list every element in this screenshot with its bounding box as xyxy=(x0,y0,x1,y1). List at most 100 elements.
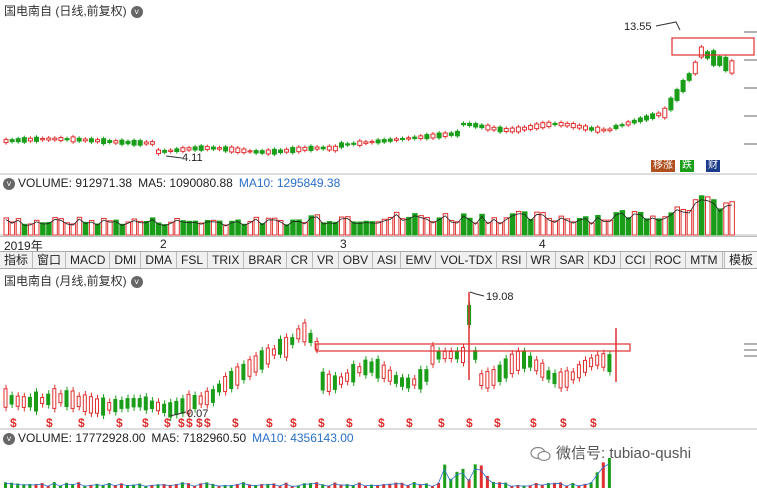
dividend-marker: $ xyxy=(78,416,85,430)
monthly-volume-bar xyxy=(193,485,197,488)
finance-marker[interactable]: 财 xyxy=(706,160,720,172)
indicator-tab-8[interactable]: CR xyxy=(287,252,314,268)
indicator-tab-5[interactable]: FSL xyxy=(177,252,209,268)
indicator-tab-0[interactable]: 指标 xyxy=(0,252,34,268)
daily-candle xyxy=(119,139,125,145)
daily-candle xyxy=(198,145,204,151)
daily-candlestick-chart[interactable] xyxy=(0,0,757,175)
monthly-volume-bar xyxy=(211,483,215,488)
daily-candle xyxy=(583,125,588,131)
indicator-tab-9[interactable]: VR xyxy=(313,252,339,268)
daily-candle xyxy=(631,119,637,124)
daily-candle xyxy=(168,149,174,153)
daily-candle xyxy=(308,145,314,151)
monthly-candle xyxy=(332,375,337,390)
dividend-marker: $ xyxy=(164,416,171,430)
daily-volume-bar xyxy=(412,213,418,236)
indicator-tab-2[interactable]: MACD xyxy=(66,252,111,268)
daily-volume-bar xyxy=(692,199,699,236)
daily-volume-bar xyxy=(528,218,534,236)
monthly-candle xyxy=(509,353,514,375)
daily-volume-bar xyxy=(637,211,644,236)
daily-candle xyxy=(76,137,82,142)
daily-volume-chart[interactable] xyxy=(0,192,757,236)
daily-candle xyxy=(509,127,515,133)
fall-marker[interactable]: 跌 xyxy=(680,160,694,172)
indicator-tab-10[interactable]: OBV xyxy=(339,252,374,268)
daily-volume-bar xyxy=(174,217,180,236)
monthly-candle xyxy=(278,338,282,355)
monthly-volume-bar xyxy=(34,484,38,488)
daily-candle xyxy=(357,140,363,146)
monthly-volume-bar xyxy=(571,483,575,488)
daily-candle xyxy=(485,124,491,131)
chevron-down-icon[interactable]: ˅ xyxy=(3,432,15,445)
indicator-tab-1[interactable]: 窗口 xyxy=(33,252,67,268)
monthly-candle xyxy=(107,402,112,411)
monthly-volume-bar xyxy=(315,482,319,488)
daily-volume-bar xyxy=(21,223,28,236)
monthly-volume-bar xyxy=(516,485,520,488)
daily-volume-bar xyxy=(674,206,680,236)
monthly-candle xyxy=(546,370,551,380)
dividend-marker: $ xyxy=(590,416,597,430)
monthly-candle xyxy=(229,370,234,390)
daily-candle xyxy=(418,135,424,140)
chevron-down-icon[interactable]: ˅ xyxy=(3,177,15,190)
indicator-tab-3[interactable]: DMI xyxy=(110,252,142,268)
monthly-candle xyxy=(503,358,508,379)
template-tab[interactable]: 模板 xyxy=(723,252,757,268)
indicator-tab-13[interactable]: VOL-TDX xyxy=(436,252,498,268)
monthly-volume-bar xyxy=(162,484,166,488)
daily-volume-bar xyxy=(509,213,516,236)
indicator-tab-12[interactable]: EMV xyxy=(401,252,437,268)
daily-candle xyxy=(21,137,27,143)
monthly-candle xyxy=(497,364,502,382)
daily-candle xyxy=(156,149,161,155)
chevron-down-icon[interactable]: ˅ xyxy=(130,5,143,18)
monthly-candle xyxy=(3,388,8,408)
monthly-volume-bar xyxy=(363,485,367,488)
monthly-candle xyxy=(589,357,594,368)
daily-candle xyxy=(491,126,497,131)
monthly-candle xyxy=(473,350,478,360)
monthly-volume-bar xyxy=(254,485,258,488)
daily-volume-bar xyxy=(3,217,9,236)
indicator-tab-20[interactable]: MTM xyxy=(686,252,723,268)
indicator-tab-17[interactable]: KDJ xyxy=(589,252,621,268)
daily-candle xyxy=(253,150,259,154)
monthly-chart-panel[interactable]: $ $ $ $ $ $ $ $ $ $ $ $ $ $ $ $ $ $ $ $ $ $ $ 国电南自 (月线,前复权) ˅ 1… xyxy=(0,270,757,430)
monthly-volume-bar xyxy=(528,485,532,488)
indicator-tab-16[interactable]: SAR xyxy=(556,252,590,268)
monthly-candle xyxy=(192,394,197,410)
daily-candle xyxy=(137,140,143,146)
monthly-volume-bar xyxy=(248,484,251,488)
indicator-tab-15[interactable]: WR xyxy=(527,252,556,268)
indicator-tab-6[interactable]: TRIX xyxy=(208,252,245,268)
monthly-candle xyxy=(607,354,612,373)
daily-candle xyxy=(692,61,698,75)
chevron-down-icon[interactable]: ˅ xyxy=(130,275,143,288)
indicator-tab-14[interactable]: RSI xyxy=(497,252,527,268)
daily-candle xyxy=(375,139,381,144)
indicator-tab-4[interactable]: DMA xyxy=(141,252,178,268)
monthly-volume-bar xyxy=(467,479,471,488)
monthly-candle xyxy=(479,373,484,387)
dividend-marker: $ xyxy=(438,416,445,430)
indicator-tab-19[interactable]: ROC xyxy=(651,252,687,268)
indicator-tab-18[interactable]: CCI xyxy=(621,252,651,268)
monthly-candlestick-chart[interactable]: $ $ $ $ $ $ $ $ $ $ $ $ $ $ $ $ $ $ $ $ $ $ $ xyxy=(0,270,757,430)
daily-chart-panel[interactable]: 国电南自 (日线,前复权) ˅ 13.55 4.11 移涨 跌 财 xyxy=(0,0,757,175)
monthly-candle xyxy=(534,359,539,372)
monthly-volume-chart[interactable] xyxy=(0,448,757,488)
daily-volume-bar xyxy=(546,217,552,236)
daily-candle xyxy=(113,140,119,144)
monthly-candle xyxy=(64,390,69,408)
indicator-tab-11[interactable]: ASI xyxy=(373,252,402,268)
monthly-candle xyxy=(461,347,465,363)
monthly-volume-bar xyxy=(406,485,410,488)
monthly-volume-bar xyxy=(40,483,44,488)
indicator-tab-7[interactable]: BRAR xyxy=(244,252,287,268)
rise-marker[interactable]: 移涨 xyxy=(651,160,675,172)
monthly-volume-bar xyxy=(205,482,209,488)
